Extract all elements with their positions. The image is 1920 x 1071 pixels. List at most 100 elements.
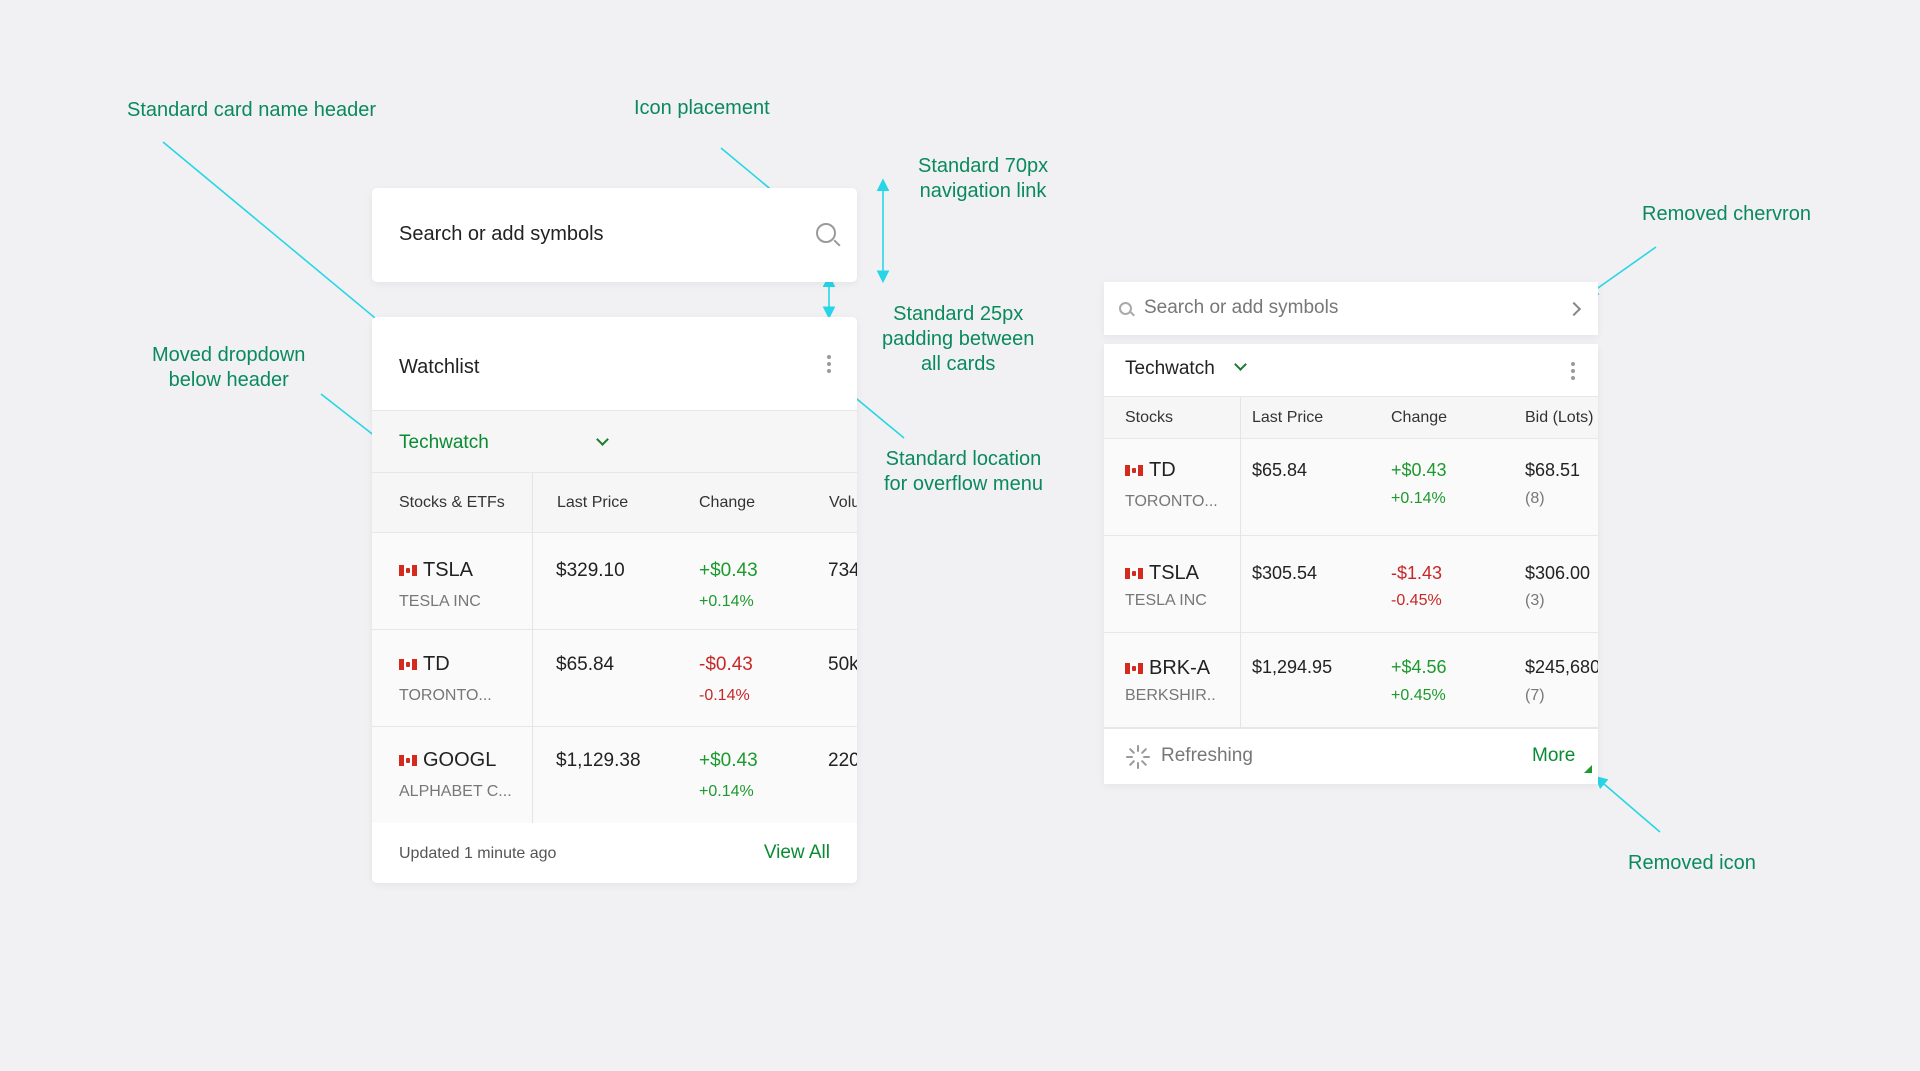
card-title[interactable]: Techwatch <box>1125 358 1215 379</box>
card-footer: Refreshing More <box>1104 728 1598 784</box>
row-change-percent: +0.14% <box>699 593 754 610</box>
row-symbol: TD <box>1149 459 1176 481</box>
search-input[interactable]: Search or add symbols <box>1144 297 1339 318</box>
card-header: Watchlist <box>372 317 857 411</box>
column-header-last-price[interactable]: Last Price <box>557 494 629 511</box>
row-change: -$1.43 <box>1391 563 1443 583</box>
row-symbol: TSLA <box>1149 562 1200 584</box>
annotation-icon-placement: Icon placement <box>634 97 770 119</box>
refreshing-status: Refreshing <box>1161 745 1253 766</box>
dropdown-label: Techwatch <box>399 432 489 453</box>
left-watchlist-card: Watchlist Techwatch Stocks & ETFs Last P… <box>372 317 857 883</box>
annotation-card-name-header: Standard card name header <box>127 99 377 121</box>
canada-flag-icon <box>1125 663 1143 675</box>
annotation-removed-chevron: Removed chervron <box>1642 203 1811 225</box>
more-link[interactable]: More <box>1532 745 1576 766</box>
table-row[interactable]: BRK-A BERKSHIR.. $1,294.95 +$4.56 +0.45%… <box>1104 633 1598 728</box>
column-header-volume[interactable]: Volume <box>829 494 857 511</box>
annotation-overflow: Standard location for overflow menu <box>884 448 1043 495</box>
line-removed-chevron <box>1585 246 1657 297</box>
card-header: Techwatch <box>1104 344 1598 397</box>
table-row[interactable]: TSLA TESLA INC $305.54 -$1.43 -0.45% $30… <box>1104 536 1598 633</box>
annotation-nav-link: Standard 70px navigation link <box>918 155 1049 202</box>
row-change-percent: +0.14% <box>1391 490 1446 507</box>
right-watchlist-card: Techwatch Stocks Last Price Change Bid (… <box>1104 344 1598 784</box>
table-header: Stocks & ETFs Last Price Change Volume <box>372 473 857 533</box>
search-icon <box>1119 302 1132 315</box>
canada-flag-icon <box>399 565 417 577</box>
overflow-menu-icon[interactable] <box>827 355 831 376</box>
left-search-card[interactable]: Search or add symbols <box>372 188 857 282</box>
card-title: Watchlist <box>399 356 480 378</box>
chevron-right-icon[interactable] <box>1566 301 1582 317</box>
column-header-stocks[interactable]: Stocks & ETFs <box>399 494 505 511</box>
canada-flag-icon <box>399 755 417 767</box>
annotation-removed-icon: Removed icon <box>1628 852 1756 874</box>
watchlist-dropdown[interactable]: Techwatch <box>372 411 857 473</box>
row-name: TORONTO... <box>399 687 492 704</box>
column-header-stocks[interactable]: Stocks <box>1125 409 1174 426</box>
column-divider <box>532 473 533 824</box>
row-volume: 220k <box>828 750 857 771</box>
row-name: TESLA INC <box>399 593 481 610</box>
row-change-percent: +0.14% <box>699 783 754 800</box>
column-header-change[interactable]: Change <box>1391 409 1448 426</box>
column-header-bid[interactable]: Bid (Lots) <box>1525 409 1594 426</box>
table-row[interactable]: GOOGL ALPHABET C... $1,129.38 +$0.43 +0.… <box>372 727 857 824</box>
overflow-menu-icon[interactable] <box>1571 362 1575 383</box>
row-bid: $245,680 <box>1525 657 1598 677</box>
updated-timestamp: Updated 1 minute ago <box>399 845 557 862</box>
row-price: $65.84 <box>556 654 615 675</box>
column-header-change[interactable]: Change <box>699 494 756 511</box>
row-price: $329.10 <box>556 560 625 581</box>
card-footer: Updated 1 minute ago View All <box>372 823 857 883</box>
row-price: $65.84 <box>1252 460 1308 480</box>
row-name: TESLA INC <box>1125 592 1207 609</box>
row-volume: 734k <box>828 560 857 581</box>
row-symbol: BRK-A <box>1149 657 1211 679</box>
search-icon[interactable] <box>816 223 836 243</box>
search-input[interactable]: Search or add symbols <box>399 223 604 245</box>
right-search-card[interactable]: Search or add symbols <box>1104 282 1598 335</box>
row-bid: $68.51 <box>1525 460 1581 480</box>
row-volume: 50k <box>828 654 857 675</box>
row-change: +$0.43 <box>1391 460 1447 480</box>
table-row[interactable]: TD TORONTO... $65.84 -$0.43 -0.14% 50k <box>372 630 857 727</box>
line-card-header <box>162 141 407 345</box>
row-price: $1,129.38 <box>556 750 641 771</box>
row-symbol: TSLA <box>423 559 474 581</box>
row-change-percent: -0.45% <box>1391 592 1442 609</box>
canada-flag-icon <box>1125 465 1143 477</box>
row-name: ALPHABET C... <box>399 783 512 800</box>
column-header-last-price[interactable]: Last Price <box>1252 409 1324 426</box>
annotation-dropdown: Moved dropdown below header <box>152 344 306 391</box>
line-removed-icon <box>1594 775 1661 833</box>
chevron-down-icon <box>596 433 609 446</box>
chevron-down-icon[interactable] <box>1234 358 1247 371</box>
table-row[interactable]: TD TORONTO... $65.84 +$0.43 +0.14% $68.5… <box>1104 439 1598 536</box>
row-change: +$4.56 <box>1391 657 1447 677</box>
column-divider <box>1240 397 1241 728</box>
loading-spinner-icon <box>1126 745 1150 769</box>
corner-triangle-icon <box>1584 765 1592 773</box>
table-header: Stocks Last Price Change Bid (Lots) <box>1104 397 1598 439</box>
canada-flag-icon <box>1125 568 1143 580</box>
row-change-percent: -0.14% <box>699 687 750 704</box>
row-price: $1,294.95 <box>1252 657 1333 677</box>
row-bid-lots: (8) <box>1525 490 1545 507</box>
row-change: -$0.43 <box>699 654 753 675</box>
annotation-padding: Standard 25px padding between all cards <box>882 303 1035 375</box>
canada-flag-icon <box>399 659 417 671</box>
row-change: +$0.43 <box>699 750 758 771</box>
row-change-percent: +0.45% <box>1391 687 1446 704</box>
row-name: BERKSHIR.. <box>1125 687 1216 704</box>
row-symbol: GOOGL <box>423 749 497 771</box>
row-symbol: TD <box>423 653 450 675</box>
row-bid-lots: (7) <box>1525 687 1545 704</box>
view-all-link[interactable]: View All <box>763 842 830 863</box>
table-row[interactable]: TSLA TESLA INC $329.10 +$0.43 +0.14% 734… <box>372 533 857 630</box>
row-name: TORONTO... <box>1125 493 1218 510</box>
row-bid-lots: (3) <box>1525 592 1545 609</box>
row-price: $305.54 <box>1252 563 1318 583</box>
row-bid: $306.00 <box>1525 563 1591 583</box>
